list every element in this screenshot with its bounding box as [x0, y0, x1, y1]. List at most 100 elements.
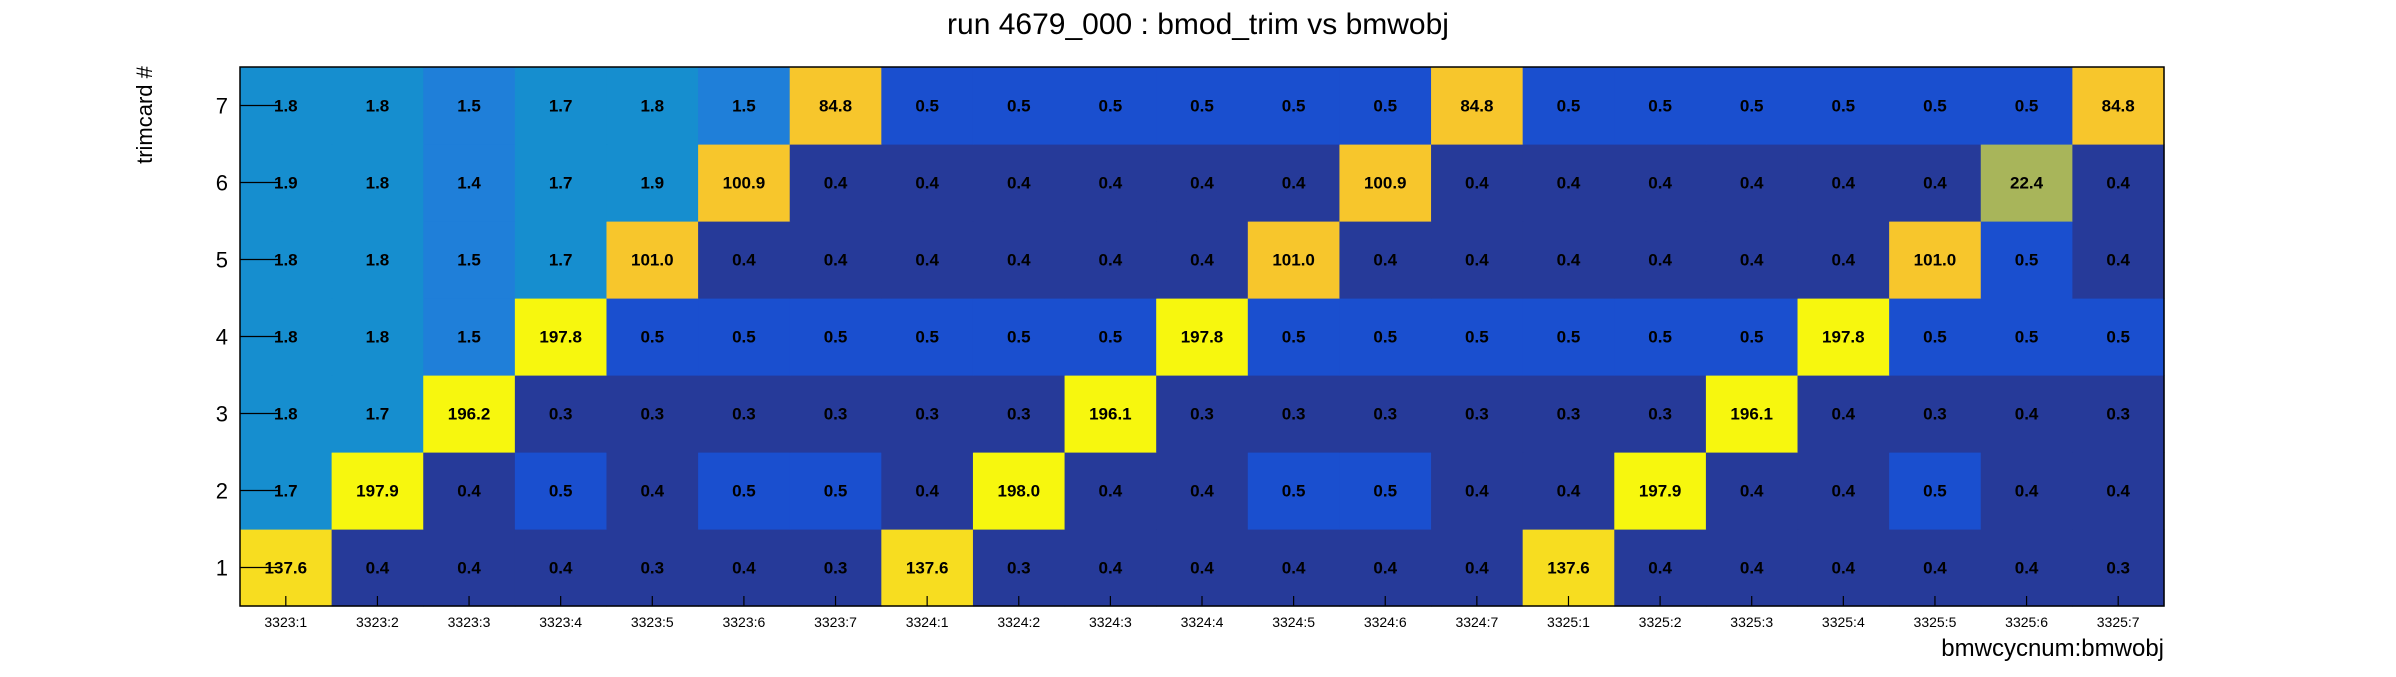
- cell-value-label: 0.4: [1648, 251, 1672, 270]
- heatmap-cell: [1431, 452, 1524, 530]
- axes: 3323:1 3323:2 3323:3 3323:4 3323:5 3323:6 3323…: [216, 66, 2165, 630]
- cell-value-label: 0.5: [915, 97, 939, 116]
- cell-value-label: 84.8: [819, 97, 852, 116]
- heatmap-cell: [1064, 375, 1157, 453]
- heatmap-cell: [698, 298, 791, 376]
- heatmap-cell: [1156, 67, 1249, 145]
- cell-value-label: 1.7: [366, 405, 390, 424]
- cell-value-label: 84.8: [1460, 97, 1493, 116]
- x-axis-title: bmwcycnum:bmwobj: [1941, 635, 2164, 662]
- x-tick-label: 3324:5: [1272, 614, 1315, 630]
- cell-value-label: 0.5: [2015, 97, 2039, 116]
- cell-value-label: 0.3: [1465, 405, 1489, 424]
- cell-value-label: 0.5: [1099, 328, 1123, 347]
- y-tick-label: 5: [216, 248, 228, 273]
- x-tick-label: 3325:6: [2005, 614, 2048, 630]
- chart-title: run 4679_000 : bmod_trim vs bmwobj: [947, 8, 1449, 41]
- cell-value-label: 137.6: [1547, 559, 1590, 578]
- heatmap-cell: [1614, 298, 1707, 376]
- heatmap-cell: [881, 144, 974, 222]
- heatmap-cell: [1064, 144, 1157, 222]
- heatmap-cell: [1339, 67, 1432, 145]
- cell-value-label: 197.8: [1181, 328, 1224, 347]
- heatmap-cell: [423, 529, 516, 607]
- y-tick-label: 3: [216, 402, 228, 427]
- heatmap-cell: [1431, 144, 1524, 222]
- heatmap-cell: [1247, 298, 1341, 376]
- cell-value-label: 1.7: [549, 174, 573, 193]
- heatmap-cell: [1889, 452, 1982, 530]
- heatmap-cell: [1797, 298, 1890, 376]
- heatmap-cell: [1705, 529, 1799, 607]
- heatmap-cell: [1522, 529, 1615, 607]
- heatmap-cell: [1705, 298, 1799, 376]
- heatmap-cell: [514, 67, 608, 145]
- heatmap-cell: [1705, 375, 1799, 453]
- heatmap-cell: [1431, 221, 1524, 299]
- cell-value-label: 0.3: [1373, 405, 1397, 424]
- heatmap-cell: [698, 221, 791, 299]
- heatmap-cell: [1980, 452, 2073, 530]
- heatmap-cell: [1247, 452, 1341, 530]
- heatmap-cell: [606, 375, 699, 453]
- heatmap-cell: [972, 452, 1066, 530]
- cell-value-label: 0.4: [732, 559, 756, 578]
- heatmap-cell: [698, 529, 791, 607]
- heatmap-cell: [1339, 529, 1432, 607]
- cell-value-label: 1.8: [366, 174, 390, 193]
- cell-value-label: 0.4: [1923, 174, 1947, 193]
- heatmap-cell: [1614, 452, 1707, 530]
- cell-value-label: 1.5: [457, 251, 481, 270]
- cell-value-label: 0.5: [2015, 251, 2039, 270]
- cell-value-label: 0.4: [915, 174, 939, 193]
- cell-value-label: 0.4: [640, 482, 664, 501]
- cell-value-label: 0.4: [1190, 482, 1214, 501]
- heatmap-cell: [423, 221, 516, 299]
- cell-value-label: 1.7: [549, 97, 573, 116]
- heatmap-cell: [1705, 67, 1799, 145]
- cell-value-label: 196.2: [448, 405, 491, 424]
- heatmap-cell: [881, 221, 974, 299]
- cell-value-label: 0.4: [1557, 482, 1581, 501]
- heatmap-cell: [331, 375, 424, 453]
- y-axis-title: trimcard #: [132, 65, 157, 164]
- heatmap-cell: [1797, 529, 1890, 607]
- heatmap-cell: [972, 298, 1066, 376]
- heatmap-cell: [789, 67, 882, 145]
- cell-value-label: 1.8: [640, 97, 664, 116]
- cell-value-label: 0.4: [1557, 251, 1581, 270]
- heatmap-cell: [514, 452, 608, 530]
- cell-value-label: 0.5: [732, 482, 756, 501]
- cell-value-label: 1.8: [274, 328, 298, 347]
- heatmap-cell: [1156, 375, 1249, 453]
- cell-value-label: 0.5: [1832, 97, 1856, 116]
- cell-value-label: 0.4: [1923, 559, 1947, 578]
- cell-value-label: 0.5: [1557, 328, 1581, 347]
- heatmap-cell: [789, 375, 882, 453]
- heatmap-cell: [1339, 144, 1432, 222]
- heatmap-cell: [1064, 529, 1157, 607]
- heatmap-cell: [423, 375, 516, 453]
- heatmap-cell: [1431, 375, 1524, 453]
- cell-value-label: 196.1: [1730, 405, 1773, 424]
- cell-value-label: 0.5: [1282, 97, 1306, 116]
- cell-value-label: 0.4: [1190, 251, 1214, 270]
- heatmap-cell: [972, 375, 1066, 453]
- cell-value-label: 0.4: [1282, 174, 1306, 193]
- x-tick-label: 3323:6: [722, 614, 765, 630]
- cell-value-label: 0.5: [2106, 328, 2130, 347]
- heatmap-cell: [2072, 221, 2165, 299]
- cell-value-label: 1.5: [732, 97, 756, 116]
- heatmap-cell: [1889, 529, 1982, 607]
- heatmap-cell: [1156, 529, 1249, 607]
- x-tick-label: 3325:2: [1639, 614, 1682, 630]
- cell-value-label: 0.4: [824, 174, 848, 193]
- cell-value-label: 1.7: [549, 251, 573, 270]
- x-tick-label: 3324:7: [1455, 614, 1498, 630]
- heatmap-cell: [1797, 375, 1890, 453]
- heatmap-cell: [698, 67, 791, 145]
- heatmap-cell: [1797, 67, 1890, 145]
- heatmap-cell: [1889, 298, 1982, 376]
- cell-value-label: 0.4: [915, 482, 939, 501]
